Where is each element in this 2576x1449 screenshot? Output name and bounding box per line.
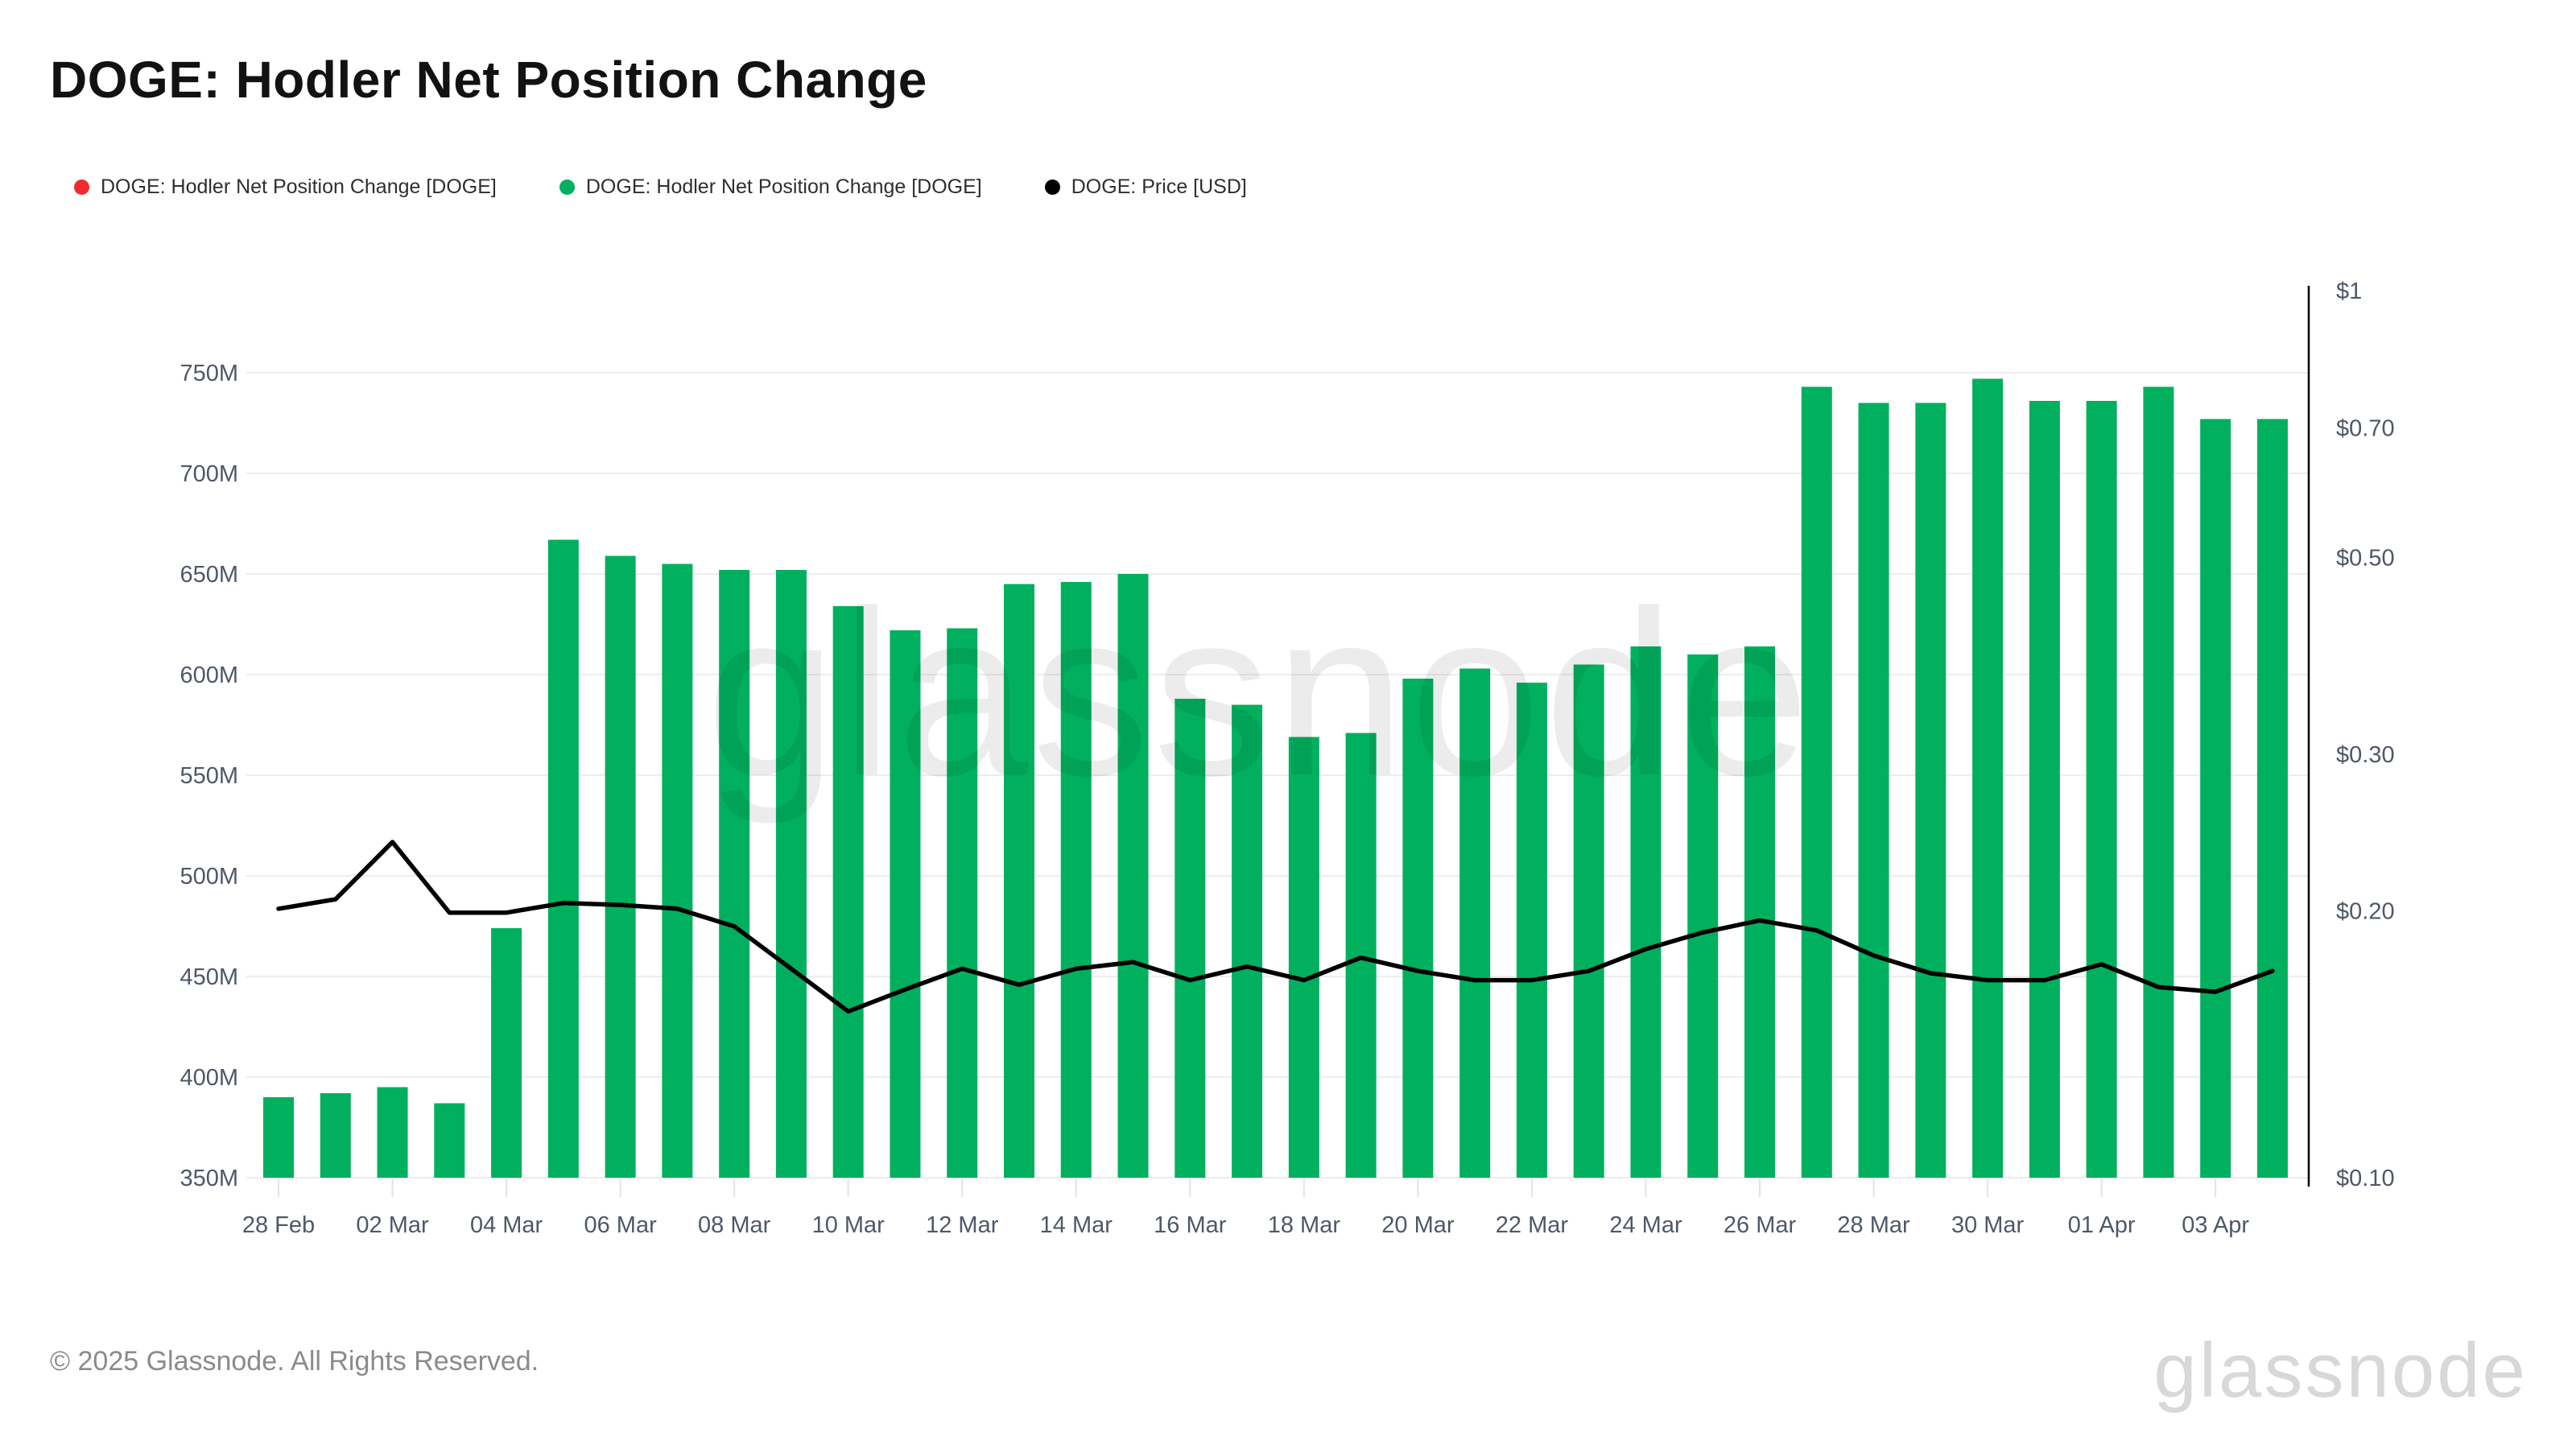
bar [1516, 683, 1547, 1178]
bar [1402, 679, 1434, 1178]
bars-layer [263, 378, 2288, 1178]
x-axis-tick-label: 22 Mar [1496, 1212, 1569, 1238]
glassnode-logo: glassnode [2153, 1327, 2528, 1414]
y-axis-tick-label: 650M [180, 562, 238, 588]
bar [1459, 668, 1491, 1178]
x-axis-tick-label: 30 Mar [1951, 1212, 2025, 1238]
legend-item-hodler-net-position-change-red[interactable]: DOGE: Hodler Net Position Change [DOGE] [74, 175, 497, 199]
x-axis-tick-label: 18 Mar [1268, 1212, 1341, 1238]
y-axis-tick-label: 750M [180, 361, 238, 386]
price-axis-tick-label: $1 [2336, 279, 2362, 304]
y-axis-tick-label: 700M [180, 461, 238, 487]
footer-copyright: © 2025 Glassnode. All Rights Reserved. [50, 1346, 539, 1377]
bar [1288, 737, 1319, 1178]
bar [1972, 378, 2004, 1178]
x-axis-tick-label: 06 Mar [584, 1212, 657, 1238]
bar [1915, 402, 1946, 1178]
grid-layer [246, 372, 2309, 1197]
bar [1630, 646, 1662, 1178]
y-axis-tick-label: 450M [180, 964, 238, 990]
bar [320, 1093, 351, 1178]
price-axis-tick-label: $0.70 [2336, 416, 2395, 442]
y-axis-tick-label: 350M [180, 1166, 238, 1191]
bar [1858, 402, 1889, 1178]
legend-item-label: DOGE: Hodler Net Position Change [DOGE] [101, 175, 497, 198]
bar [775, 570, 807, 1178]
bar [547, 539, 579, 1178]
bar [1687, 654, 1719, 1178]
bar [2086, 401, 2117, 1178]
price-line [276, 840, 2275, 1014]
bar [890, 630, 921, 1178]
x-axis-tick-label: 01 Apr [2068, 1212, 2136, 1238]
bar [263, 1097, 294, 1178]
page-title: DOGE: Hodler Net Position Change [50, 51, 927, 109]
bar [1744, 646, 1776, 1178]
legend: DOGE: Hodler Net Position Change [DOGE] … [74, 175, 1247, 199]
bar [491, 928, 522, 1178]
legend-dot-icon [1044, 180, 1060, 195]
price-axis-tick-label: $0.50 [2336, 546, 2395, 572]
bar [947, 628, 978, 1178]
legend-item-label: DOGE: Hodler Net Position Change [DOGE] [585, 175, 982, 198]
legend-dot-icon [74, 180, 89, 195]
bar [1345, 733, 1377, 1178]
x-axis-tick-label: 02 Mar [356, 1212, 429, 1238]
bar [1117, 574, 1149, 1178]
x-axis-tick-label: 03 Apr [2182, 1212, 2249, 1238]
bar [2143, 386, 2174, 1178]
legend-item-label: DOGE: Price [USD] [1071, 175, 1247, 198]
price-axis-tick-label: $0.30 [2336, 742, 2395, 768]
x-axis-tick-label: 20 Mar [1381, 1212, 1455, 1238]
bar [605, 555, 636, 1178]
y-axis-tick-label: 550M [180, 763, 238, 789]
bar [832, 606, 864, 1178]
bar [1060, 582, 1092, 1178]
legend-item-price-usd[interactable]: DOGE: Price [USD] [1044, 175, 1247, 199]
bar [1801, 386, 1832, 1178]
line-layer [276, 840, 2275, 1014]
bar [1573, 664, 1604, 1178]
watermark: glassnode [706, 562, 1814, 826]
x-axis-tick-label: 24 Mar [1609, 1212, 1682, 1238]
x-axis-tick-label: 16 Mar [1154, 1212, 1227, 1238]
x-axis-tick-label: 26 Mar [1724, 1212, 1797, 1238]
bar [1232, 704, 1263, 1178]
bar [2256, 419, 2288, 1178]
x-axis-tick-label: 08 Mar [698, 1212, 771, 1238]
price-axis-tick-label: $0.20 [2336, 898, 2395, 924]
x-axis-tick-label: 10 Mar [812, 1212, 886, 1238]
legend-dot-icon [559, 180, 575, 195]
y-axis-tick-label: 500M [180, 864, 238, 890]
x-axis-tick-label: 04 Mar [470, 1212, 543, 1238]
price-axis-tick-label: $0.10 [2336, 1166, 2395, 1191]
bar [434, 1103, 465, 1178]
y-axis-tick-label: 600M [180, 663, 238, 688]
bar [2200, 419, 2231, 1178]
bar [662, 564, 693, 1178]
bar [377, 1087, 408, 1178]
bar [2029, 401, 2060, 1178]
x-axis-tick-label: 14 Mar [1040, 1212, 1113, 1238]
bar [1004, 584, 1035, 1178]
y-axis-tick-label: 400M [180, 1065, 238, 1091]
legend-item-hodler-net-position-change-green[interactable]: DOGE: Hodler Net Position Change [DOGE] [559, 175, 982, 199]
x-axis-tick-label: 12 Mar [926, 1212, 999, 1238]
x-axis-tick-label: 28 Mar [1837, 1212, 1910, 1238]
bar [719, 570, 750, 1178]
x-axis-tick-label: 28 Feb [242, 1212, 315, 1238]
bar [1174, 699, 1206, 1178]
